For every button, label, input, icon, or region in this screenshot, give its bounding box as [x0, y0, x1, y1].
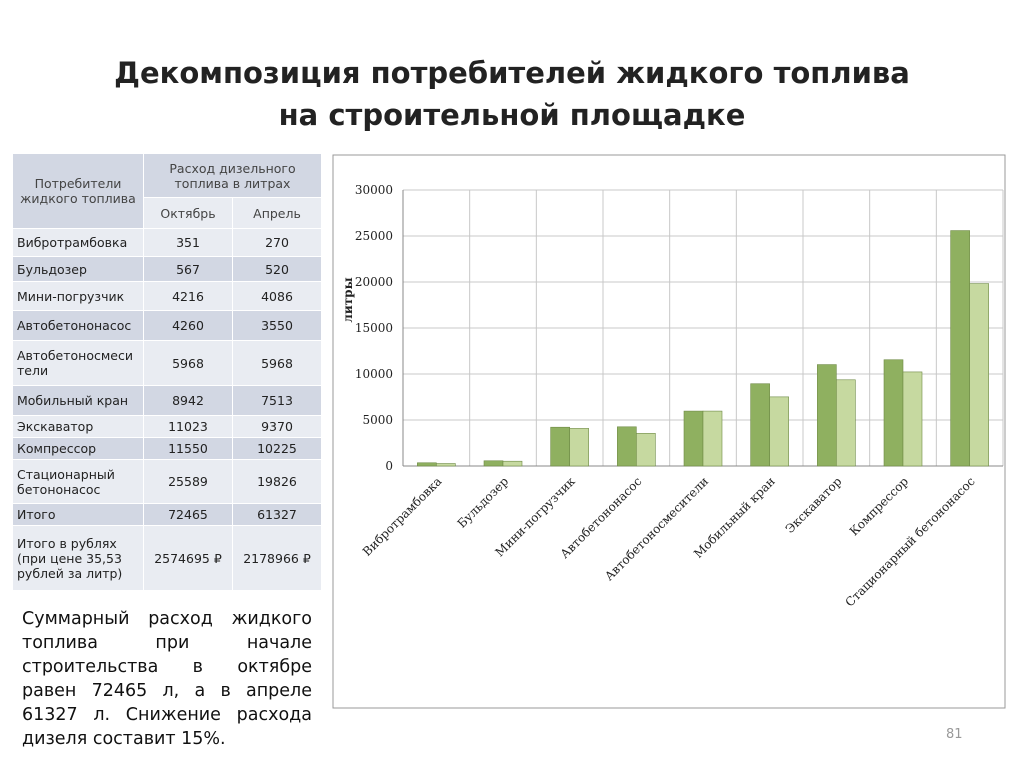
number-cell: 351: [143, 228, 233, 257]
chart-frame: [332, 154, 1006, 709]
x-tick-label: Экскаватор: [783, 474, 845, 536]
label-cell: Стационарный бетононасос: [12, 459, 144, 504]
y-axis-label: литры: [341, 277, 355, 322]
number-cell: 3550: [232, 310, 322, 341]
page-number: 81: [946, 727, 963, 742]
x-tick-label: Вибротрамбовка: [360, 474, 445, 559]
bar: [502, 460, 523, 467]
label-cell: Автобетононасос: [12, 310, 144, 341]
table-row: Итого в рублях (при цене 35,53 рублей за…: [12, 525, 322, 591]
y-tick-label: 25000: [355, 229, 393, 243]
number-cell: 270: [232, 228, 322, 257]
label-cell: Компрессор: [12, 437, 144, 460]
y-tick-label: 0: [385, 459, 393, 473]
number-cell: 5968: [232, 340, 322, 386]
slide-title: Декомпозиция потребителей жидкого топлив…: [114, 56, 910, 132]
number-cell: 8942: [143, 385, 233, 416]
summary-text: Суммарный расход жидкого топлива при нач…: [22, 609, 312, 749]
header-cell: Потребители жидкого топлива: [12, 153, 144, 229]
number-cell: 72465: [143, 503, 233, 526]
bar: [769, 396, 789, 467]
header-cell: Октябрь: [143, 197, 233, 229]
number-cell: 5968: [143, 340, 233, 386]
bar: [550, 426, 570, 467]
bar: [417, 462, 437, 467]
number-cell: 11550: [143, 437, 233, 460]
number-cell: 4260: [143, 310, 233, 341]
bar: [969, 283, 989, 467]
table-row: Мобильный кран 8942 7513: [12, 385, 322, 416]
number-cell: 61327: [232, 503, 322, 526]
table-row: Автобетононасос 4260 3550: [12, 310, 322, 341]
y-tick-label: 10000: [355, 367, 393, 381]
bar: [436, 463, 456, 467]
table-row: Потребители жидкого топлива Расход дизель…: [12, 153, 322, 229]
table-row: Автобетоносмесители 5968 5968: [12, 340, 322, 386]
bar: [750, 383, 770, 467]
bar: [617, 426, 637, 467]
y-tick-label: 20000: [355, 275, 393, 289]
bar: [902, 371, 923, 467]
data-table: Потребители жидкого топлива Расход дизель…: [12, 153, 322, 591]
y-tick-label: 5000: [362, 413, 393, 427]
table-row: Вибротрамбовка 351 270: [12, 228, 322, 257]
label-cell: Итого в рублях (при цене 35,53 рублей за…: [12, 525, 144, 591]
number-cell: 9370: [232, 415, 322, 438]
number-cell: 567: [143, 256, 233, 282]
number-cell: 25589: [143, 459, 233, 504]
y-tick-label: 30000: [355, 183, 393, 197]
label-cell: Автобетоносмесители: [12, 340, 144, 386]
number-cell: 11023: [143, 415, 233, 438]
label-cell: Мобильный кран: [12, 385, 144, 416]
bar: [569, 428, 589, 467]
bar: [702, 410, 723, 467]
table-row: Компрессор 11550 10225: [12, 437, 322, 460]
bar: [883, 359, 904, 467]
label-cell: Бульдозер: [12, 256, 144, 282]
x-tick-label: Бульдозер: [455, 474, 512, 531]
number-cell: 520: [232, 256, 322, 282]
table-row: Итого 72465 61327: [12, 503, 322, 526]
number-cell: 10225: [232, 437, 322, 460]
x-tick-label: Стационарный бетононасос: [842, 474, 977, 609]
bar: [483, 460, 504, 467]
bar: [817, 364, 837, 467]
header-cell: Расход дизельного топлива в литрах: [143, 153, 322, 198]
number-cell: 4086: [232, 281, 322, 311]
bar: [950, 230, 970, 467]
header-cell: Апрель: [232, 197, 322, 229]
number-cell: 19826: [232, 459, 322, 504]
bar: [636, 433, 656, 467]
label-cell: Вибротрамбовка: [12, 228, 144, 257]
label-cell: Экскаватор: [12, 415, 144, 438]
table-row: Экскаватор 11023 9370: [12, 415, 322, 438]
x-tick-label: Компрессор: [847, 474, 912, 539]
number-cell: 4216: [143, 281, 233, 311]
number-cell: 2178966 ₽: [232, 525, 322, 591]
table-row: Бульдозер 567 520: [12, 256, 322, 282]
table-row: Октябрь Апрель: [13, 197, 322, 229]
y-tick-label: 15000: [355, 321, 393, 335]
label-cell: Итого: [12, 503, 144, 526]
table-row: Стационарный бетононасос 25589 19826: [12, 459, 322, 504]
number-cell: 7513: [232, 385, 322, 416]
bar: [836, 379, 856, 467]
bar: [683, 410, 704, 467]
